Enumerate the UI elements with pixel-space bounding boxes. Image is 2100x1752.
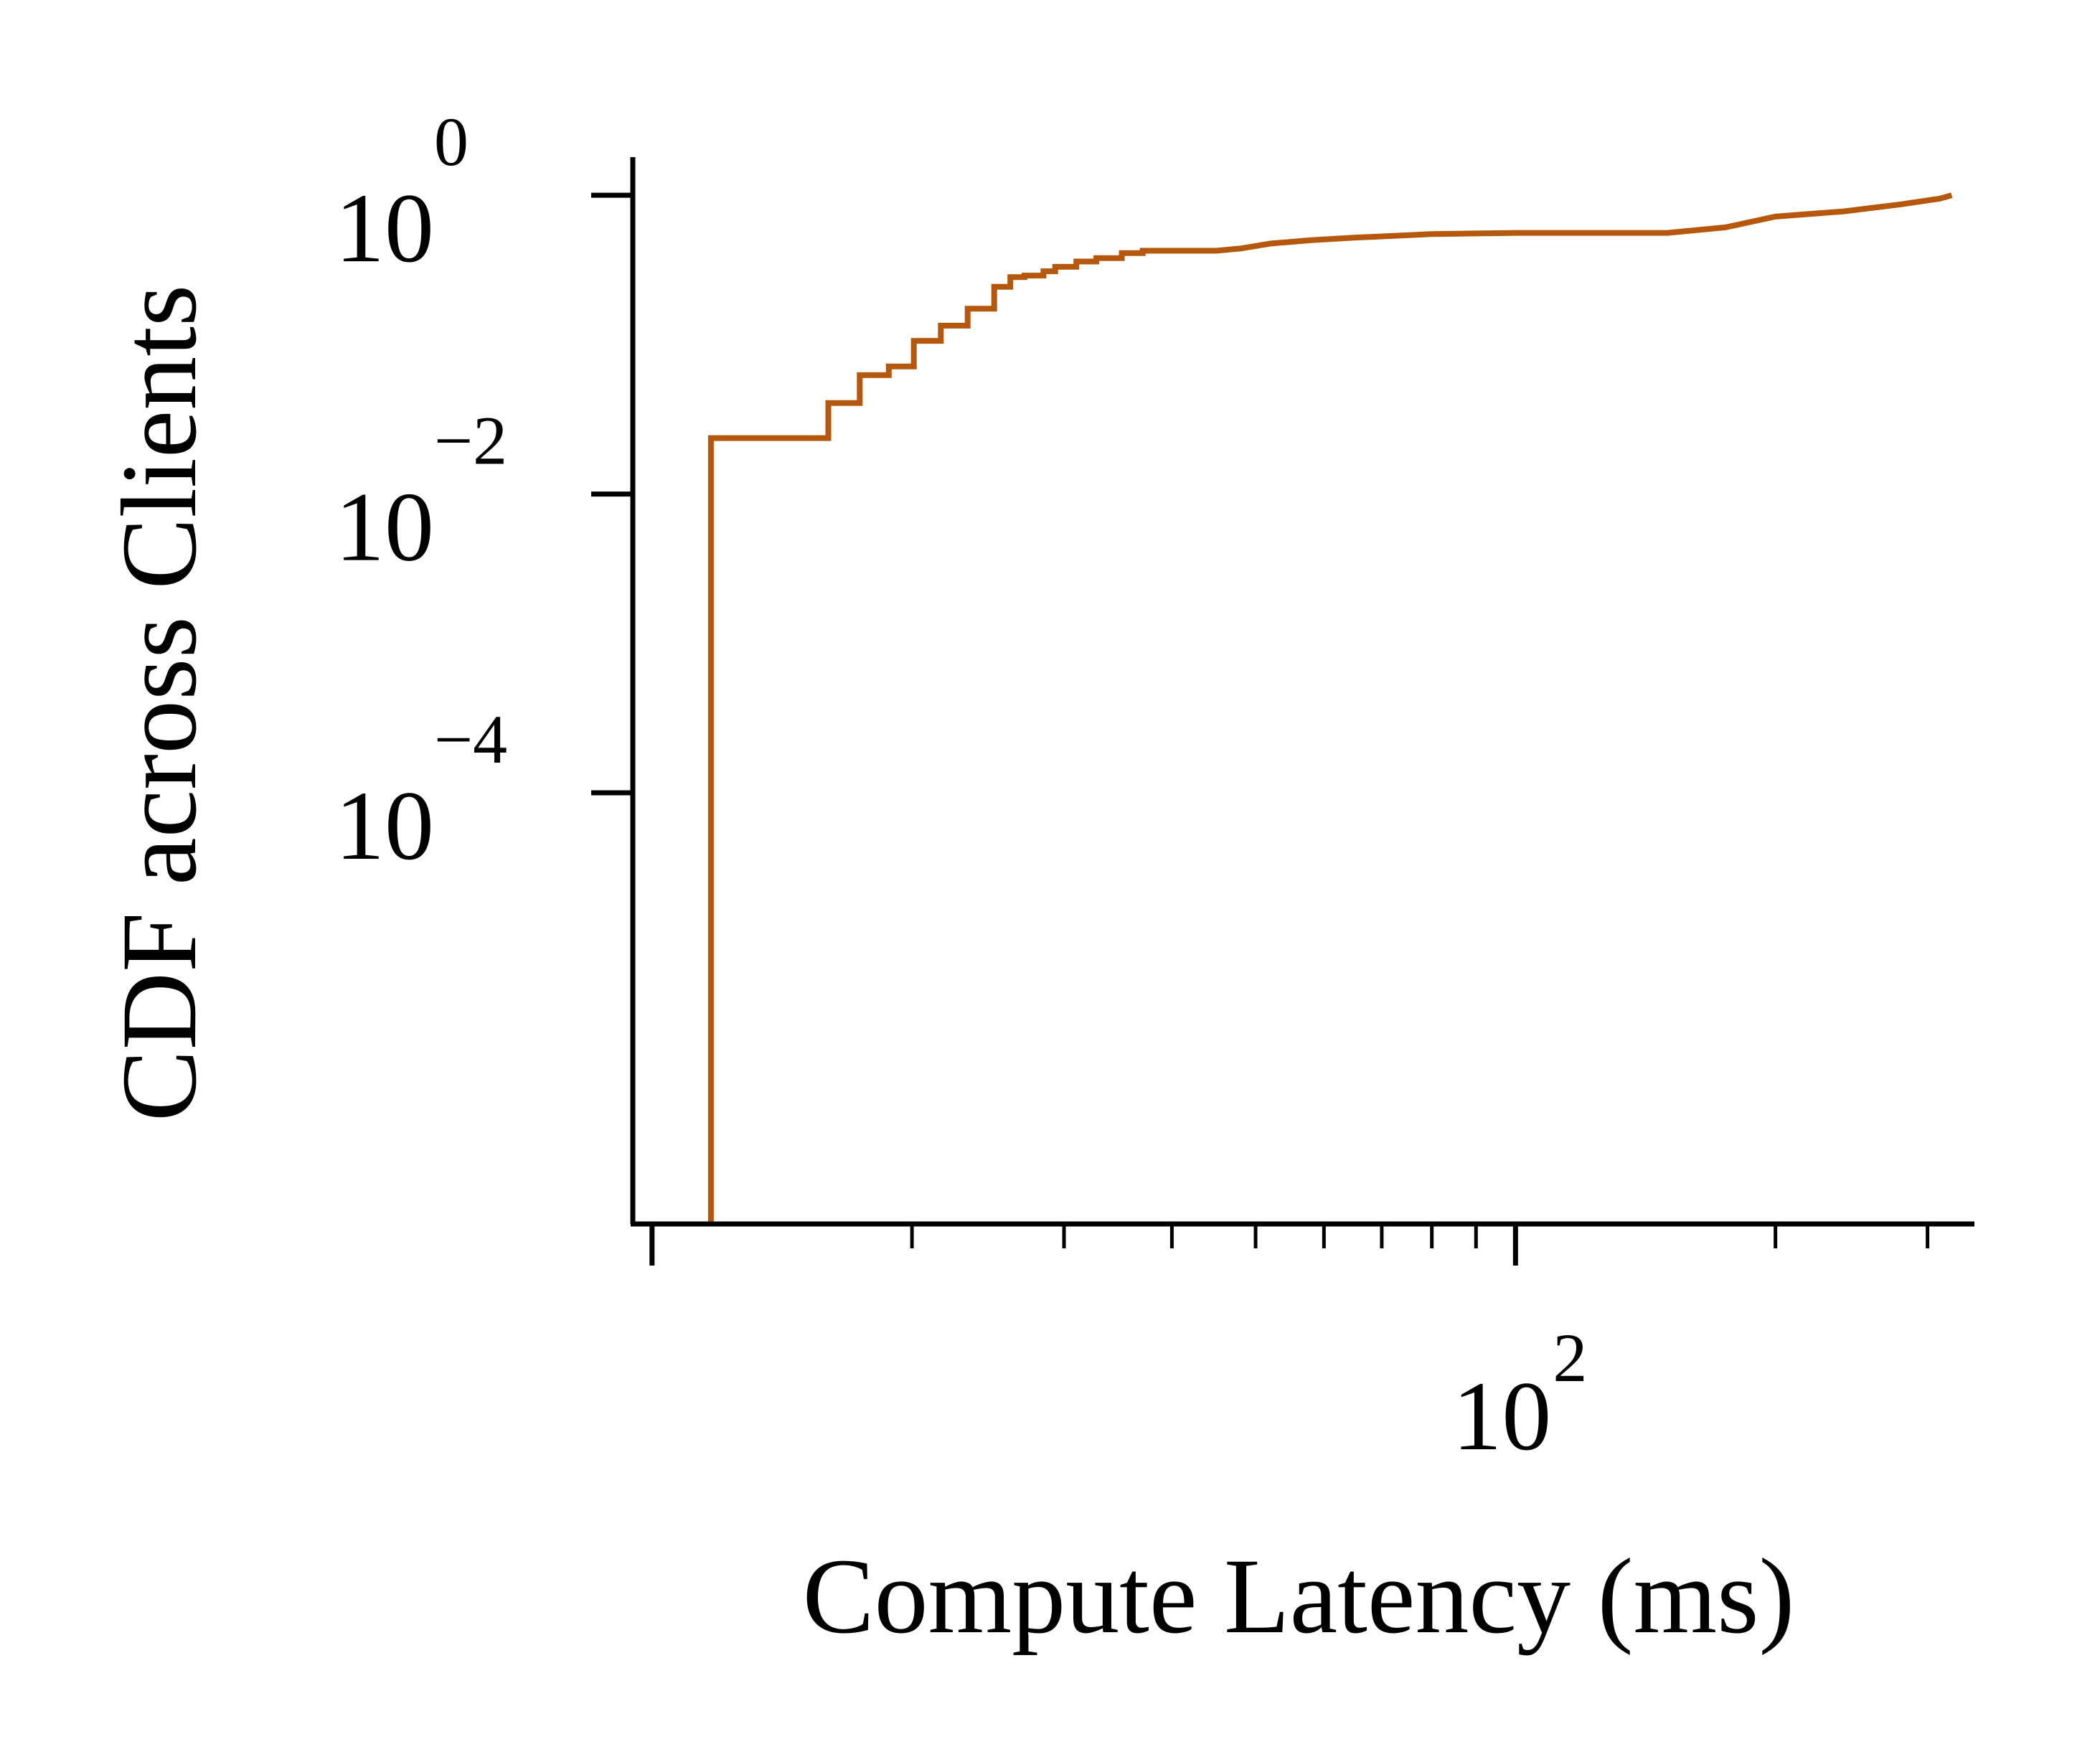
series-layer bbox=[707, 192, 1953, 1224]
y-tick-exponent: −4 bbox=[434, 701, 507, 778]
y-tick-label: 10 bbox=[335, 472, 434, 582]
y-axis-title: CDF across Clients bbox=[100, 285, 219, 1122]
y-tick-exponent: 0 bbox=[434, 103, 469, 180]
y-tick-label: 10 bbox=[335, 173, 434, 283]
x-tick-exponent: 2 bbox=[1553, 1319, 1587, 1396]
x-axis-title: Compute Latency (ms) bbox=[803, 1537, 1795, 1656]
x-tick-label: 10 bbox=[1452, 1361, 1551, 1471]
x-ticks: 102 bbox=[649, 1224, 1930, 1471]
y-tick-exponent: −2 bbox=[434, 402, 507, 479]
y-tick-label: 10 bbox=[335, 771, 434, 880]
cdf-series-line-0 bbox=[707, 192, 1953, 1224]
